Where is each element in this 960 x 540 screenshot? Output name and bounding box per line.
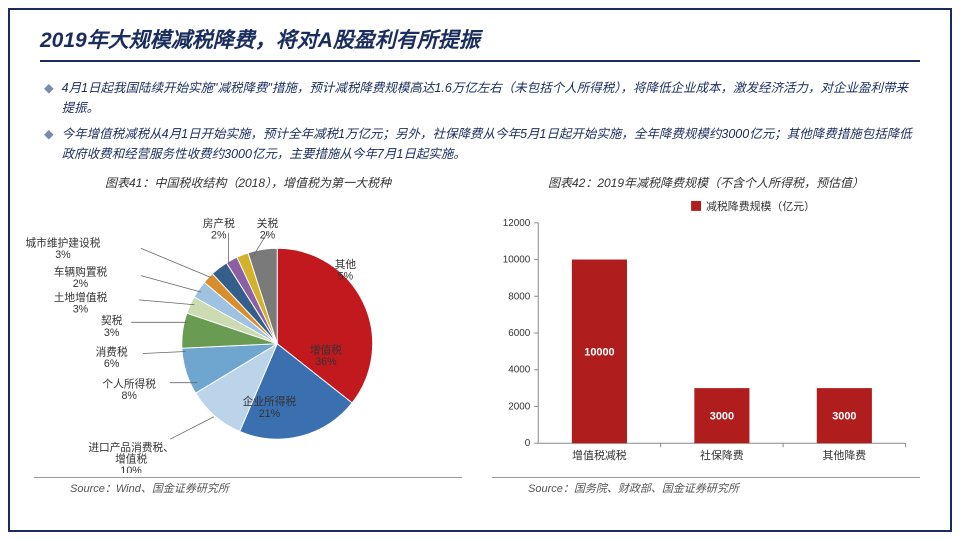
bullet-text: 今年增值税减税从4月1日开始实施，预计全年减税1万亿元；另外，社保降费从今年5月…	[62, 124, 916, 164]
title-wrap: 2019年大规模减税降费，将对A股盈利有所提振	[10, 10, 950, 68]
pie-label: 关税2%	[257, 217, 279, 242]
pie-chart: 增值税36%企业所得税21%进口产品消费税、增值税10%个人所得税8%消费税6%…	[24, 195, 472, 473]
leader-line	[141, 248, 211, 277]
leader-line	[170, 417, 214, 439]
slide-frame: 2019年大规模减税降费，将对A股盈利有所提振 ◆ 4月1日起我国陆续开始实施"…	[8, 8, 952, 532]
y-tick-label: 10000	[503, 255, 531, 266]
y-tick-label: 0	[525, 438, 531, 449]
bullet-item: ◆ 4月1日起我国陆续开始实施"减税降费"措施，预计减税降费规模高达1.6万亿左…	[44, 78, 916, 118]
bar-column: 图表42：2019年减税降费规模（不含个人所得税，预估值） 减税降费规模（亿元）…	[482, 172, 930, 496]
legend-label: 减税降费规模（亿元）	[706, 199, 815, 213]
bar-caption: 图表42：2019年减税降费规模（不含个人所得税，预估值）	[482, 172, 930, 195]
bar-value: 3000	[832, 411, 856, 423]
pie-label: 个人所得税8%	[102, 378, 156, 403]
pie-column: 图表41：中国税收结构（2018），增值税为第一大税种 增值税36%企业所得税2…	[24, 172, 472, 496]
pie-source: Source：Wind、国金证券研究所	[34, 477, 462, 496]
legend-swatch	[691, 201, 701, 211]
leader-line	[141, 276, 201, 293]
pie-label: 房产税2%	[203, 217, 235, 242]
y-tick-label: 6000	[508, 328, 531, 339]
bar-value: 3000	[710, 411, 734, 423]
y-tick-label: 2000	[508, 401, 531, 412]
x-label: 增值税减税	[572, 448, 627, 462]
pie-label: 进口产品消费税、增值税10%	[88, 441, 174, 473]
y-tick-label: 12000	[503, 218, 531, 229]
leader-line	[143, 352, 186, 354]
bar-value: 10000	[584, 346, 614, 358]
y-tick-label: 4000	[508, 365, 531, 376]
x-label: 其他降费	[823, 448, 867, 462]
x-label: 社保降费	[700, 448, 744, 462]
bullet-item: ◆ 今年增值税减税从4月1日开始实施，预计全年减税1万亿元；另外，社保降费从今年…	[44, 124, 916, 164]
charts-row: 图表41：中国税收结构（2018），增值税为第一大税种 增值税36%企业所得税2…	[10, 172, 950, 496]
bullet-list: ◆ 4月1日起我国陆续开始实施"减税降费"措施，预计减税降费规模高达1.6万亿左…	[10, 68, 950, 172]
bullet-dot-icon: ◆	[44, 78, 54, 118]
bar-chart: 减税降费规模（亿元） 0 2000 4000 6000 8000 10000 12000 100…	[482, 195, 930, 473]
pie-label: 车辆购置税2%	[54, 266, 108, 291]
leader-line	[139, 300, 195, 305]
slide-title: 2019年大规模减税降费，将对A股盈利有所提振	[40, 24, 920, 62]
pie-label: 消费税6%	[96, 345, 128, 370]
y-tick-label: 8000	[508, 291, 531, 302]
pie-label: 城市维护建设税3%	[25, 236, 100, 261]
bullet-text: 4月1日起我国陆续开始实施"减税降费"措施，预计减税降费规模高达1.6万亿左右（…	[62, 78, 916, 118]
bullet-dot-icon: ◆	[44, 124, 54, 164]
bar-source: Source：国务院、财政部、国金证券研究所	[492, 477, 920, 496]
pie-label: 其他5%	[335, 258, 357, 283]
pie-caption: 图表41：中国税收结构（2018），增值税为第一大税种	[24, 172, 472, 195]
pie-label: 契税3%	[101, 314, 123, 339]
pie-label: 土地增值税3%	[54, 291, 108, 316]
